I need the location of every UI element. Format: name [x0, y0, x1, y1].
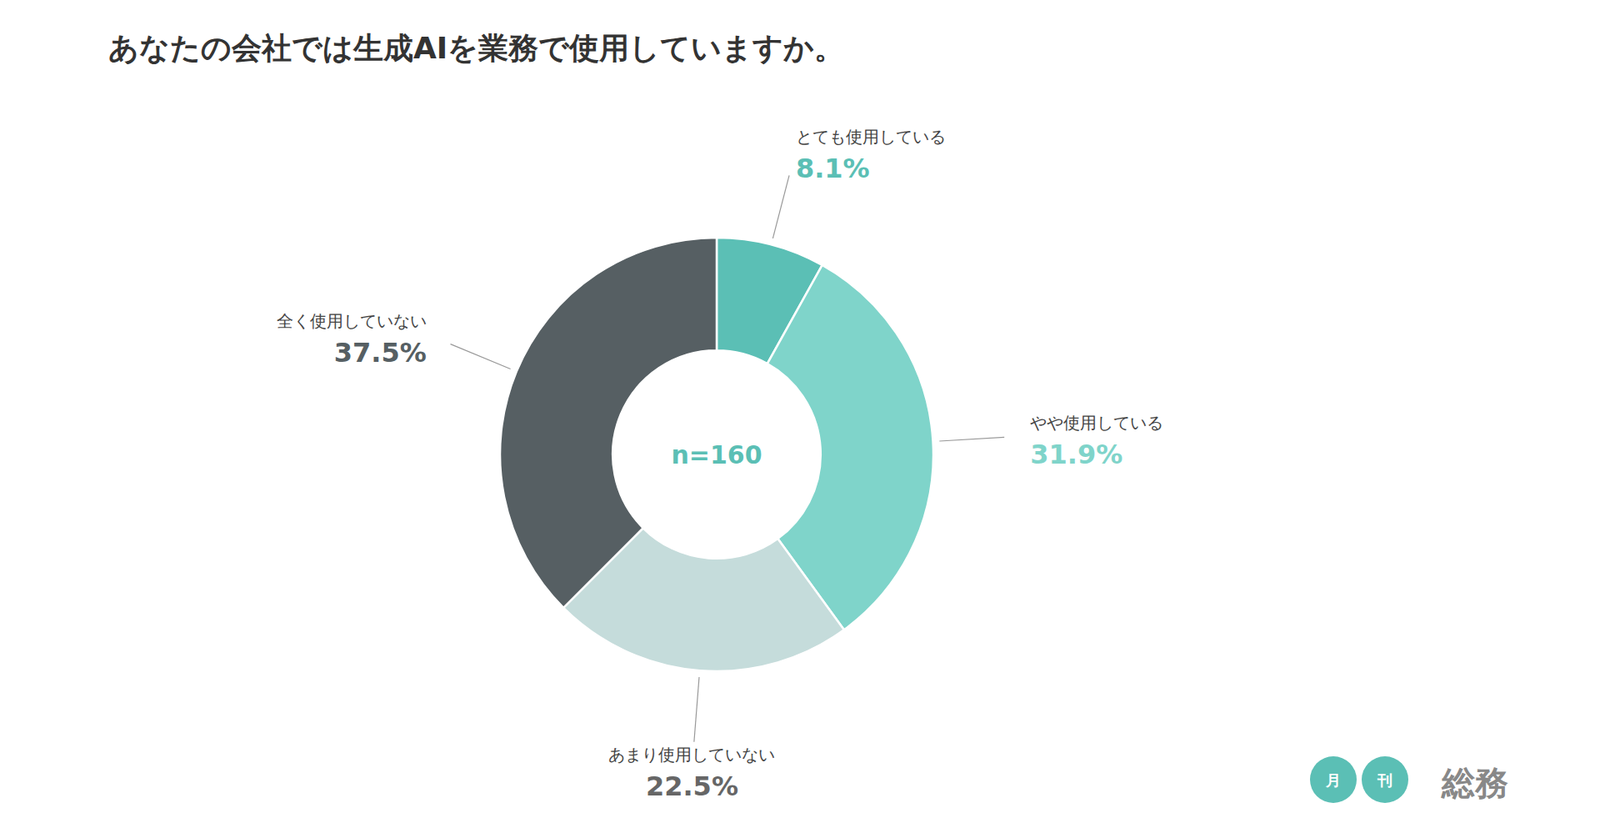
logo-text: 月 — [1325, 770, 1341, 789]
logo: 月 刊 総務 — [1310, 755, 1509, 803]
data-label: 37.5% — [334, 336, 427, 369]
category-label: あまり使用していない — [608, 744, 775, 765]
leader-line — [694, 676, 700, 742]
leader-line — [939, 436, 1005, 441]
data-label: 8.1% — [795, 152, 870, 185]
logo-text: 刊 — [1376, 770, 1393, 789]
data-label: 22.5% — [645, 770, 739, 802]
category-label: やや使用している — [1030, 412, 1164, 433]
data-label: 31.9% — [1030, 438, 1123, 470]
logo-circle — [1361, 755, 1409, 803]
center-label: n=160 — [670, 440, 762, 470]
logo-circle — [1310, 755, 1357, 803]
category-label: 全く使用していない — [276, 310, 427, 331]
slice — [500, 237, 717, 608]
plot: n=160 — [500, 237, 934, 671]
labels: とても使用している 8.1% やや使用している 31.9% あまり使用していない 22.5… — [276, 126, 1165, 802]
title: あなたの会社では生成AIを業務で使用していますか。 — [108, 30, 845, 65]
chart-root: あなたの会社では生成AIを業務で使用していますか。 n=160 とても使用している 8… — [0, 0, 1600, 838]
category-label: とても使用している — [795, 126, 946, 147]
logo-text: 総務 — [1440, 763, 1509, 802]
leader-line — [450, 344, 511, 370]
leader-line — [772, 175, 790, 238]
